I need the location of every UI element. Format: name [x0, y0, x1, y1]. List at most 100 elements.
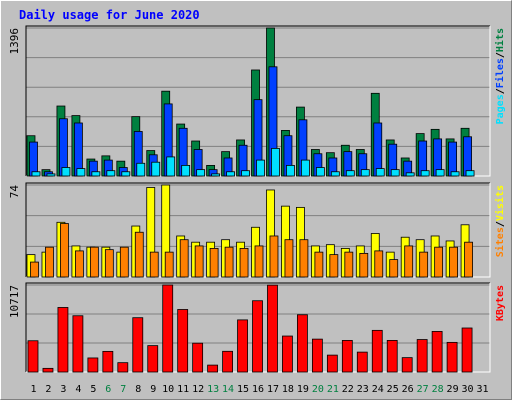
bar-sites-day-3 — [60, 223, 69, 278]
bar-sites-day-15 — [239, 248, 249, 278]
bar-kbytes-day-19 — [297, 314, 308, 373]
legend-item-pages: Pages — [495, 94, 506, 124]
panel-kbytes: 10717 KBytes — [8, 282, 506, 373]
bar-kbytes-day-12 — [192, 342, 204, 373]
bar-pages-day-6 — [106, 170, 116, 177]
bar-pages-day-18 — [286, 164, 295, 177]
x-tick-label-day-15: 15 — [237, 384, 249, 395]
x-tick-label-day-8: 8 — [135, 384, 141, 395]
bar-sites-day-29 — [449, 246, 458, 278]
bar-kbytes-day-7 — [117, 362, 129, 373]
x-tick-label-day-23: 23 — [357, 384, 369, 395]
legend-separator: / — [495, 88, 506, 94]
bar-sites-day-6 — [104, 249, 114, 278]
bar-kbytes-day-9 — [147, 345, 159, 373]
bar-sites-day-27 — [419, 251, 429, 278]
bar-pages-day-10 — [166, 156, 176, 177]
plot-border-dark — [25, 182, 490, 277]
y-axis-max-label: 74 — [8, 185, 21, 199]
legend-item-kbytes: KBytes — [495, 285, 506, 321]
x-tick-label-day-29: 29 — [447, 384, 459, 395]
x-tick-label-day-27: 27 — [417, 384, 429, 395]
bar-sites-day-10 — [164, 251, 174, 278]
plot-border-dark — [25, 282, 490, 372]
x-tick-label-day-22: 22 — [342, 384, 354, 395]
x-tick-label-day-18: 18 — [282, 384, 294, 395]
bar-kbytes-day-27 — [416, 339, 428, 373]
bar-kbytes-day-1 — [27, 340, 39, 373]
bar-kbytes-day-8 — [132, 317, 144, 373]
x-tick-label-day-11: 11 — [177, 384, 189, 395]
legend-hits-files-pages: Pages/Files/Hits — [494, 28, 506, 124]
x-tick-label-day-24: 24 — [372, 384, 384, 395]
bar-pages-day-3 — [61, 167, 71, 177]
bar-kbytes-day-14 — [222, 350, 233, 373]
bar-pages-day-23 — [360, 169, 370, 177]
y-axis-max-label: 1396 — [8, 28, 21, 55]
legend-item-sites: Sites — [494, 227, 506, 257]
bar-kbytes-day-21 — [326, 354, 338, 373]
bar-sites-day-19 — [299, 239, 309, 278]
x-tick-label-day-16: 16 — [252, 384, 264, 395]
x-tick-label-day-31: 31 — [476, 384, 488, 395]
x-tick-label-day-9: 9 — [150, 384, 156, 395]
x-tick-label-day-4: 4 — [75, 384, 81, 395]
bar-kbytes-day-20 — [311, 338, 323, 373]
bar-sites-day-16 — [254, 245, 264, 278]
bar-sites-day-12 — [194, 245, 204, 278]
x-tick-label-day-26: 26 — [402, 384, 414, 395]
legend-separator: / — [495, 52, 506, 58]
bar-kbytes-day-10 — [162, 284, 174, 373]
plot-border-dark — [25, 25, 490, 176]
bar-pages-day-24 — [375, 168, 385, 177]
bar-files-day-4 — [74, 122, 83, 177]
bar-kbytes-day-24 — [371, 329, 383, 373]
bar-pages-day-27 — [420, 170, 430, 177]
bar-files-day-30 — [463, 136, 472, 177]
bar-pages-day-22 — [345, 170, 355, 177]
bar-kbytes-day-11 — [177, 309, 189, 373]
x-tick-label-day-20: 20 — [312, 384, 324, 395]
bar-files-day-24 — [373, 122, 383, 177]
bar-pages-day-30 — [465, 170, 475, 177]
bar-sites-day-5 — [89, 246, 99, 278]
bar-sites-day-22 — [344, 251, 354, 278]
bar-pages-day-14 — [226, 171, 235, 177]
bar-files-day-29 — [448, 141, 457, 177]
bar-sites-day-28 — [434, 246, 444, 278]
x-tick-label-day-1: 1 — [30, 384, 36, 395]
bar-kbytes-day-5 — [87, 357, 99, 373]
bar-pages-day-13 — [211, 173, 221, 177]
legend-item-files: Files — [494, 58, 506, 88]
bar-pages-day-25 — [390, 169, 400, 177]
bar-sites-day-25 — [389, 259, 399, 278]
x-tick-label-day-13: 13 — [207, 384, 219, 395]
legend-visits-sites: Sites/Visits — [494, 185, 506, 257]
bar-kbytes-day-4 — [72, 315, 84, 373]
bar-sites-day-18 — [284, 239, 294, 278]
bar-kbytes-day-28 — [431, 331, 443, 373]
bar-kbytes-day-30 — [461, 327, 473, 373]
bar-sites-day-4 — [75, 250, 84, 278]
x-tick-label-day-7: 7 — [120, 384, 126, 395]
bar-pages-day-19 — [301, 159, 310, 177]
x-tick-label-day-21: 21 — [327, 384, 339, 395]
panel-visits-sites: 74 Sites/Visits — [8, 182, 506, 278]
bar-sites-day-1 — [30, 261, 39, 278]
bar-sites-day-14 — [224, 246, 234, 278]
bar-kbytes-day-26 — [401, 357, 413, 373]
bar-kbytes-day-29 — [446, 341, 458, 373]
bar-pages-day-21 — [330, 171, 340, 177]
bar-pages-day-17 — [271, 148, 280, 177]
x-tick-label-day-14: 14 — [222, 384, 234, 395]
bar-pages-day-1 — [31, 171, 41, 177]
bar-kbytes-day-23 — [356, 351, 368, 373]
x-tick-label-day-19: 19 — [297, 384, 309, 395]
y-axis-max-label: 10717 — [8, 285, 21, 318]
bar-sites-day-23 — [359, 252, 369, 278]
bar-files-day-1 — [29, 141, 38, 177]
bar-sites-day-8 — [134, 231, 144, 278]
